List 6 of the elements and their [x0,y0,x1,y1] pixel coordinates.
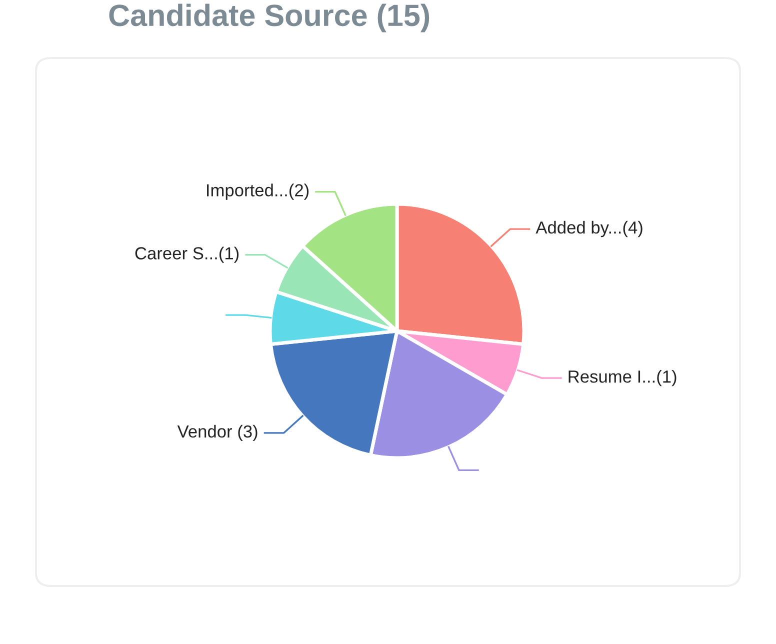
slice-label: Resume I...(1) [568,370,676,386]
slice-label: Imported...(2) [207,184,309,200]
slice-label: Career S...(1) [135,246,239,263]
slice-label: Vendor (3) [177,424,258,442]
slice-label: Added by...(4) [536,220,642,238]
chart-title: Candidate Source (15) [109,4,430,32]
